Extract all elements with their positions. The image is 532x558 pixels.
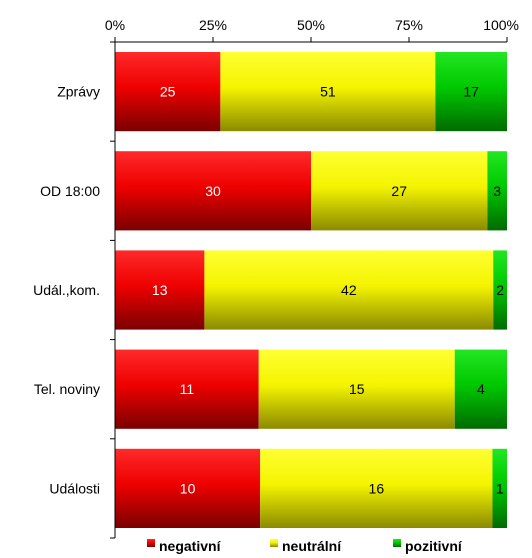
bar-segment-pozitivní	[435, 52, 507, 132]
data-label: 30	[205, 183, 221, 199]
legend-label: negativní	[159, 538, 222, 554]
bar-segment-negativní	[115, 52, 221, 132]
category-label: Tel. noviny	[34, 381, 100, 397]
data-label: 16	[369, 480, 385, 496]
bar-segment-neutrální	[311, 151, 488, 231]
legend-swatch-pozitivní	[393, 539, 401, 547]
data-label: 51	[320, 84, 336, 100]
data-label: 15	[349, 381, 365, 397]
x-tick-label: 25%	[199, 17, 227, 33]
x-axis: 0% 25% 50% 75% 100%	[105, 17, 519, 43]
legend-swatch-negativní	[147, 539, 155, 547]
data-label: 13	[152, 282, 168, 298]
bar-segment-neutrální	[258, 349, 455, 429]
data-label: 11	[180, 381, 195, 397]
legend-label: neutrální	[282, 538, 342, 554]
y-axis: Zprávy OD 18:00 Udál.,kom. Tel. noviny Událo…	[33, 41, 116, 539]
x-tick-label: 50%	[297, 17, 325, 33]
bar-segment-neutrální	[260, 448, 493, 528]
bar-segment-neutrální	[220, 52, 436, 132]
category-label: Zprávy	[57, 84, 100, 100]
bar-segment-pozitivní	[454, 349, 507, 429]
data-label: 3	[493, 183, 501, 199]
data-label: 1	[496, 480, 504, 496]
category-label: OD 18:00	[40, 183, 100, 199]
data-label: 42	[341, 282, 357, 298]
bar-segment-pozitivní	[487, 151, 507, 231]
data-label: 17	[463, 84, 479, 100]
bar-segment-neutrální	[204, 250, 494, 330]
bar-segment-negativní	[115, 349, 259, 429]
bar-segment-pozitivní	[492, 448, 507, 528]
bar-segment-negativní	[115, 448, 261, 528]
bar-segment-negativní	[115, 151, 311, 231]
legend: negativní neutrální pozitivní	[147, 538, 463, 554]
bar-segment-pozitivní	[493, 250, 507, 330]
data-label: 4	[477, 381, 485, 397]
data-label: 2	[496, 282, 504, 298]
bars: 25 51 17 30 27 3 13 42 2 11 15 4 10 16 1	[115, 52, 507, 528]
legend-swatch-neutrální	[270, 539, 278, 547]
category-label: Události	[49, 480, 100, 496]
data-label: 27	[391, 183, 407, 199]
x-tick-label: 100%	[483, 17, 519, 33]
legend-label: pozitivní	[405, 538, 463, 554]
x-tick-label: 0%	[105, 17, 125, 33]
bar-segment-negativní	[115, 250, 205, 330]
category-label: Udál.,kom.	[33, 282, 100, 298]
x-tick-label: 75%	[395, 17, 423, 33]
data-label: 10	[180, 480, 196, 496]
data-label: 25	[160, 84, 176, 100]
